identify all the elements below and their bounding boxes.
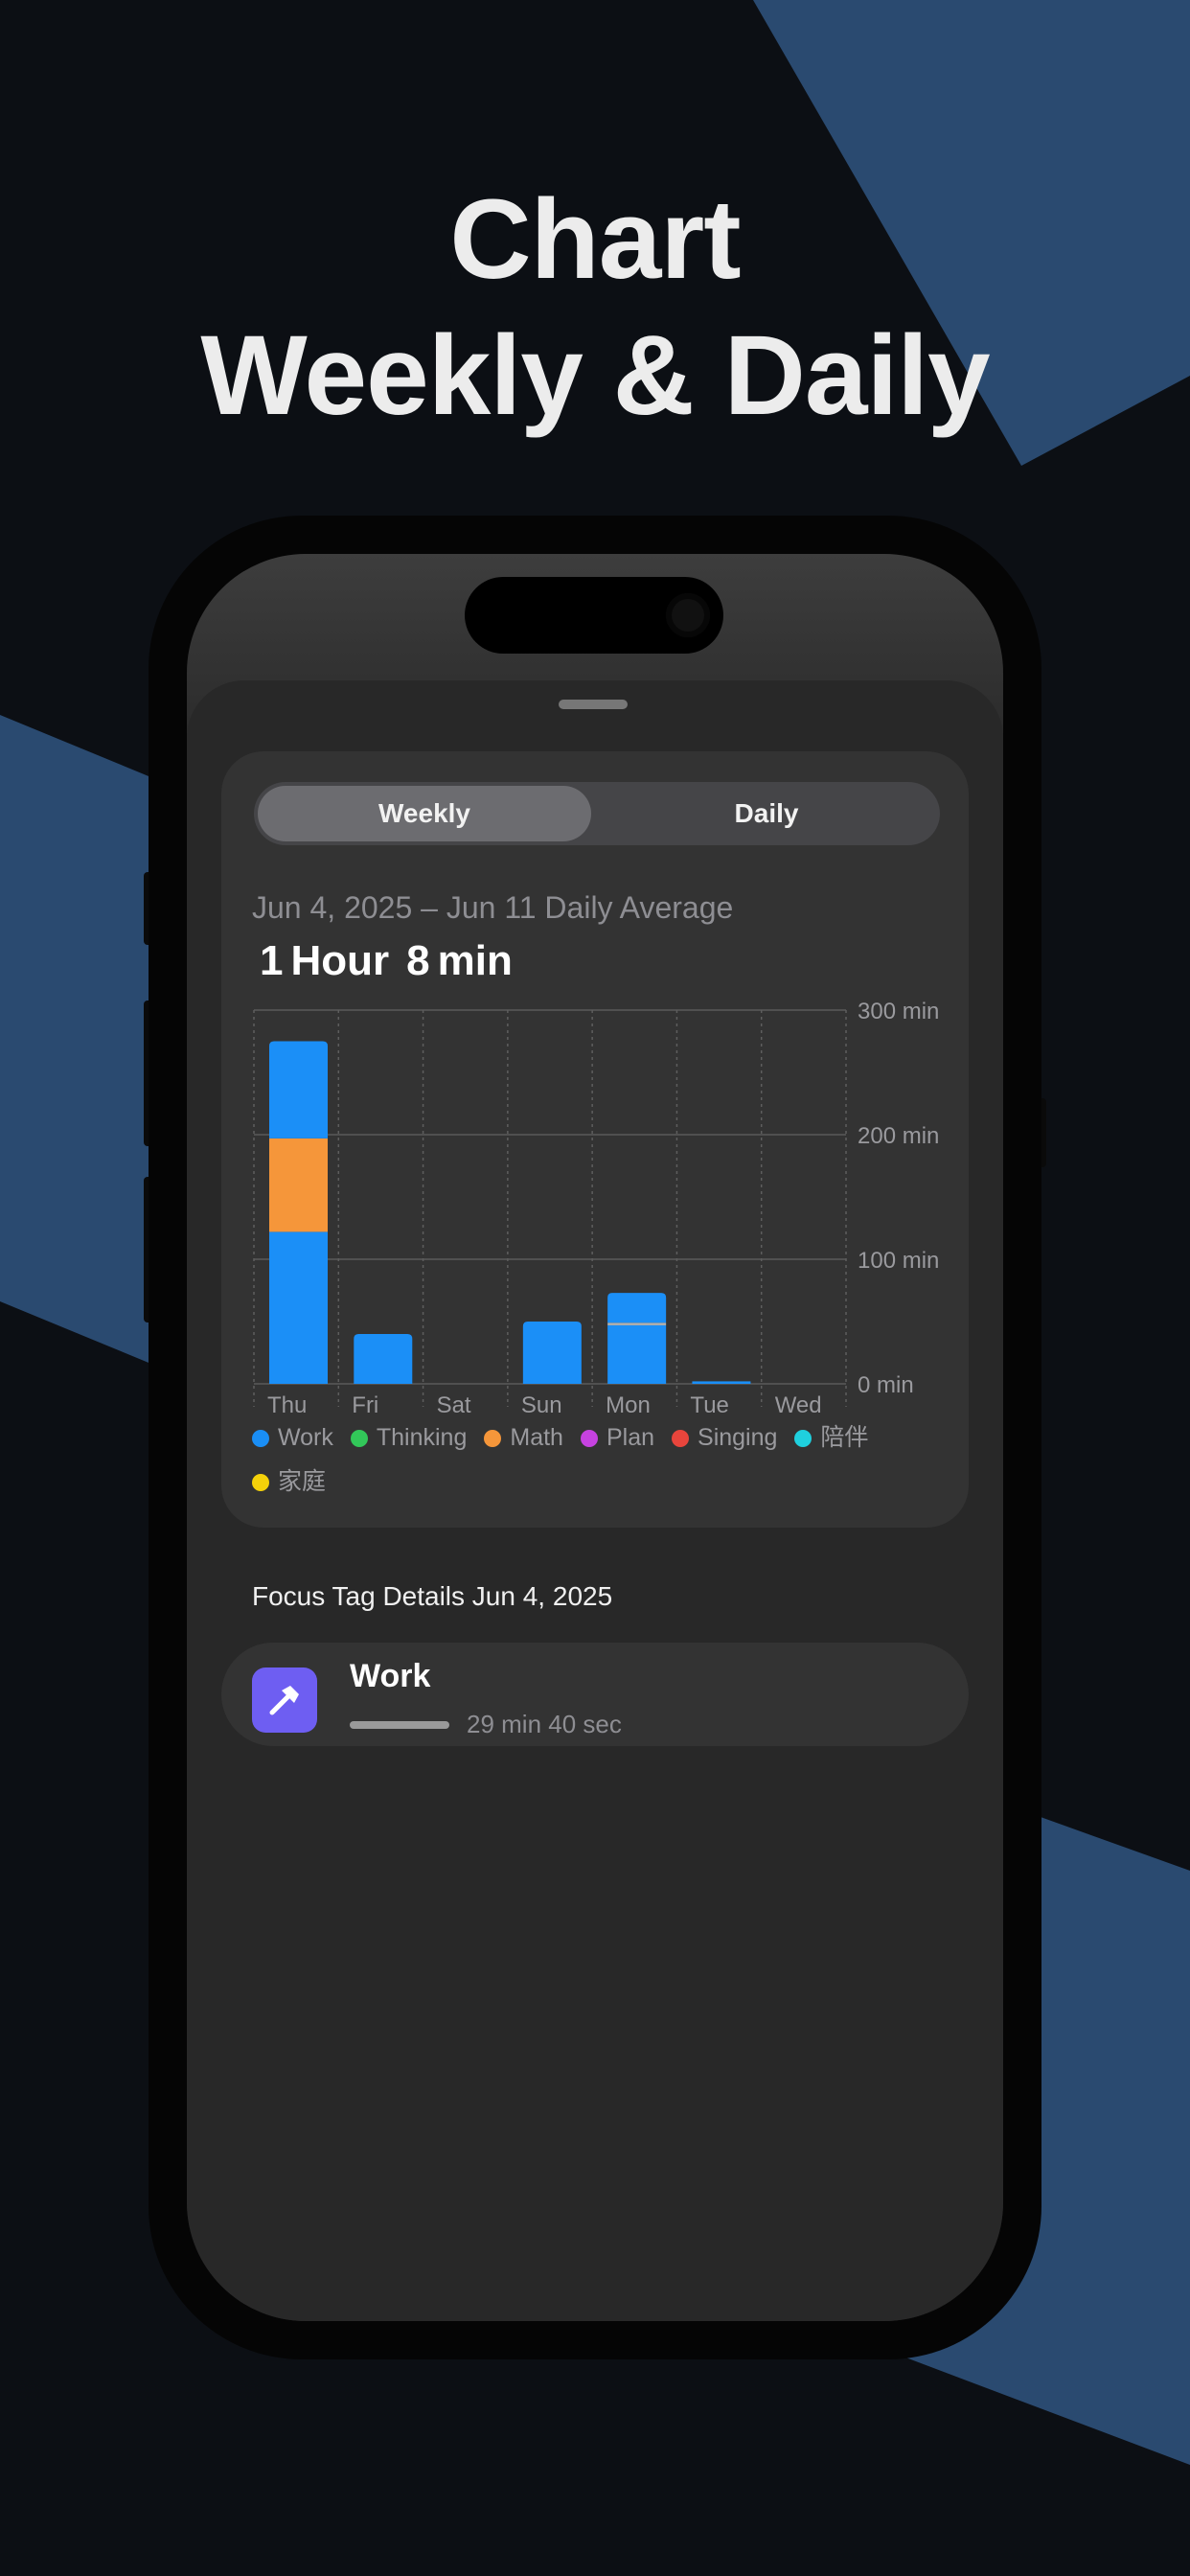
chart-card: Weekly Daily Jun 4, 2025 – Jun 11 Daily … xyxy=(221,751,969,1528)
y-tick-label: 100 min xyxy=(858,1248,939,1274)
bar-segment-tue xyxy=(692,1381,751,1384)
legend-item: Math xyxy=(484,1422,563,1453)
focus-tag-row-work[interactable]: Work 29 min 40 sec xyxy=(221,1643,969,1746)
x-tick-label: Mon xyxy=(606,1392,651,1418)
phone-screen: Weekly Daily Jun 4, 2025 – Jun 11 Daily … xyxy=(187,554,1003,2321)
legend-label: Plan xyxy=(606,1424,655,1451)
focus-tag-name: Work xyxy=(350,1658,431,1694)
legend-item: 陪伴 xyxy=(794,1422,868,1453)
hammer-icon xyxy=(252,1668,317,1733)
legend-item: Work xyxy=(252,1422,333,1453)
legend-label: 陪伴 xyxy=(820,1424,869,1451)
period-segmented-control: Weekly Daily xyxy=(254,782,940,845)
dynamic-island xyxy=(465,577,723,654)
daily-average-value: 1 Hour 8 min xyxy=(260,937,513,985)
weekly-bar-chart: 0 min 100 min 200 min 300 min Thu Fri Sat Sun Mo… xyxy=(253,999,939,1418)
y-tick-label: 300 min xyxy=(858,999,939,1024)
legend-label: 家庭 xyxy=(278,1468,327,1495)
legend-dot-icon xyxy=(580,1430,598,1447)
x-tick-label: Fri xyxy=(352,1392,378,1418)
hours-unit: Hour xyxy=(290,937,390,984)
legend-label: Math xyxy=(510,1424,563,1451)
legend-dot-icon xyxy=(484,1430,502,1447)
minutes-value: 8 xyxy=(406,937,430,984)
sheet-grabber[interactable] xyxy=(559,700,628,709)
x-tick-label: Sun xyxy=(521,1392,562,1418)
weekly-segment[interactable]: Weekly xyxy=(258,786,591,841)
legend-item: Plan xyxy=(580,1422,655,1453)
legend-label: Work xyxy=(278,1424,333,1451)
legend-dot-icon xyxy=(672,1430,690,1447)
bar-segment-mon xyxy=(607,1293,667,1323)
stats-sheet: Weekly Daily Jun 4, 2025 – Jun 11 Daily … xyxy=(187,680,1003,2321)
bar-segment-thu xyxy=(269,1041,328,1138)
focus-tag-details-title: Focus Tag Details Jun 4, 2025 xyxy=(252,1581,613,1611)
legend-dot-icon xyxy=(252,1474,269,1491)
bar-segment-thu xyxy=(269,1138,328,1232)
bar-segment-fri xyxy=(354,1334,413,1384)
date-range-title: Jun 4, 2025 – Jun 11 Daily Average xyxy=(252,890,734,925)
legend-dot-icon xyxy=(350,1430,368,1447)
x-tick-label: Wed xyxy=(775,1392,822,1418)
legend-dot-icon xyxy=(794,1430,812,1447)
bar-segment-mon xyxy=(607,1322,667,1325)
camera-icon xyxy=(666,593,710,637)
phone-frame: Weekly Daily Jun 4, 2025 – Jun 11 Daily … xyxy=(149,516,1041,2359)
legend-item: 家庭 xyxy=(252,1466,326,1497)
hours-value: 1 xyxy=(260,937,284,984)
headline-weekly-daily: Weekly & Daily xyxy=(200,312,990,439)
chart-legend: Work Thinking Math Plan Singing 陪伴家庭 xyxy=(252,1422,942,1510)
headline-chart: Chart xyxy=(449,176,741,303)
daily-segment[interactable]: Daily xyxy=(734,798,799,828)
legend-dot-icon xyxy=(252,1430,269,1447)
legend-item: Thinking xyxy=(350,1422,468,1453)
x-tick-label: Sat xyxy=(437,1392,471,1418)
y-tick-label: 200 min xyxy=(858,1123,939,1149)
bar-segment-thu xyxy=(269,1231,328,1384)
legend-label: Singing xyxy=(698,1424,778,1451)
focus-tag-duration: 29 min 40 sec xyxy=(467,1710,622,1738)
x-tick-label: Thu xyxy=(267,1392,307,1418)
y-tick-label: 0 min xyxy=(858,1372,914,1398)
legend-item: Singing xyxy=(672,1422,777,1453)
x-tick-label: Tue xyxy=(690,1392,728,1418)
bar-segment-sun xyxy=(522,1322,582,1384)
focus-tag-progress xyxy=(350,1721,449,1729)
focus-tag-progress-fill xyxy=(350,1721,449,1729)
legend-label: Thinking xyxy=(376,1424,468,1451)
minutes-unit: min xyxy=(437,937,513,984)
bar-segment-mon xyxy=(607,1324,667,1384)
